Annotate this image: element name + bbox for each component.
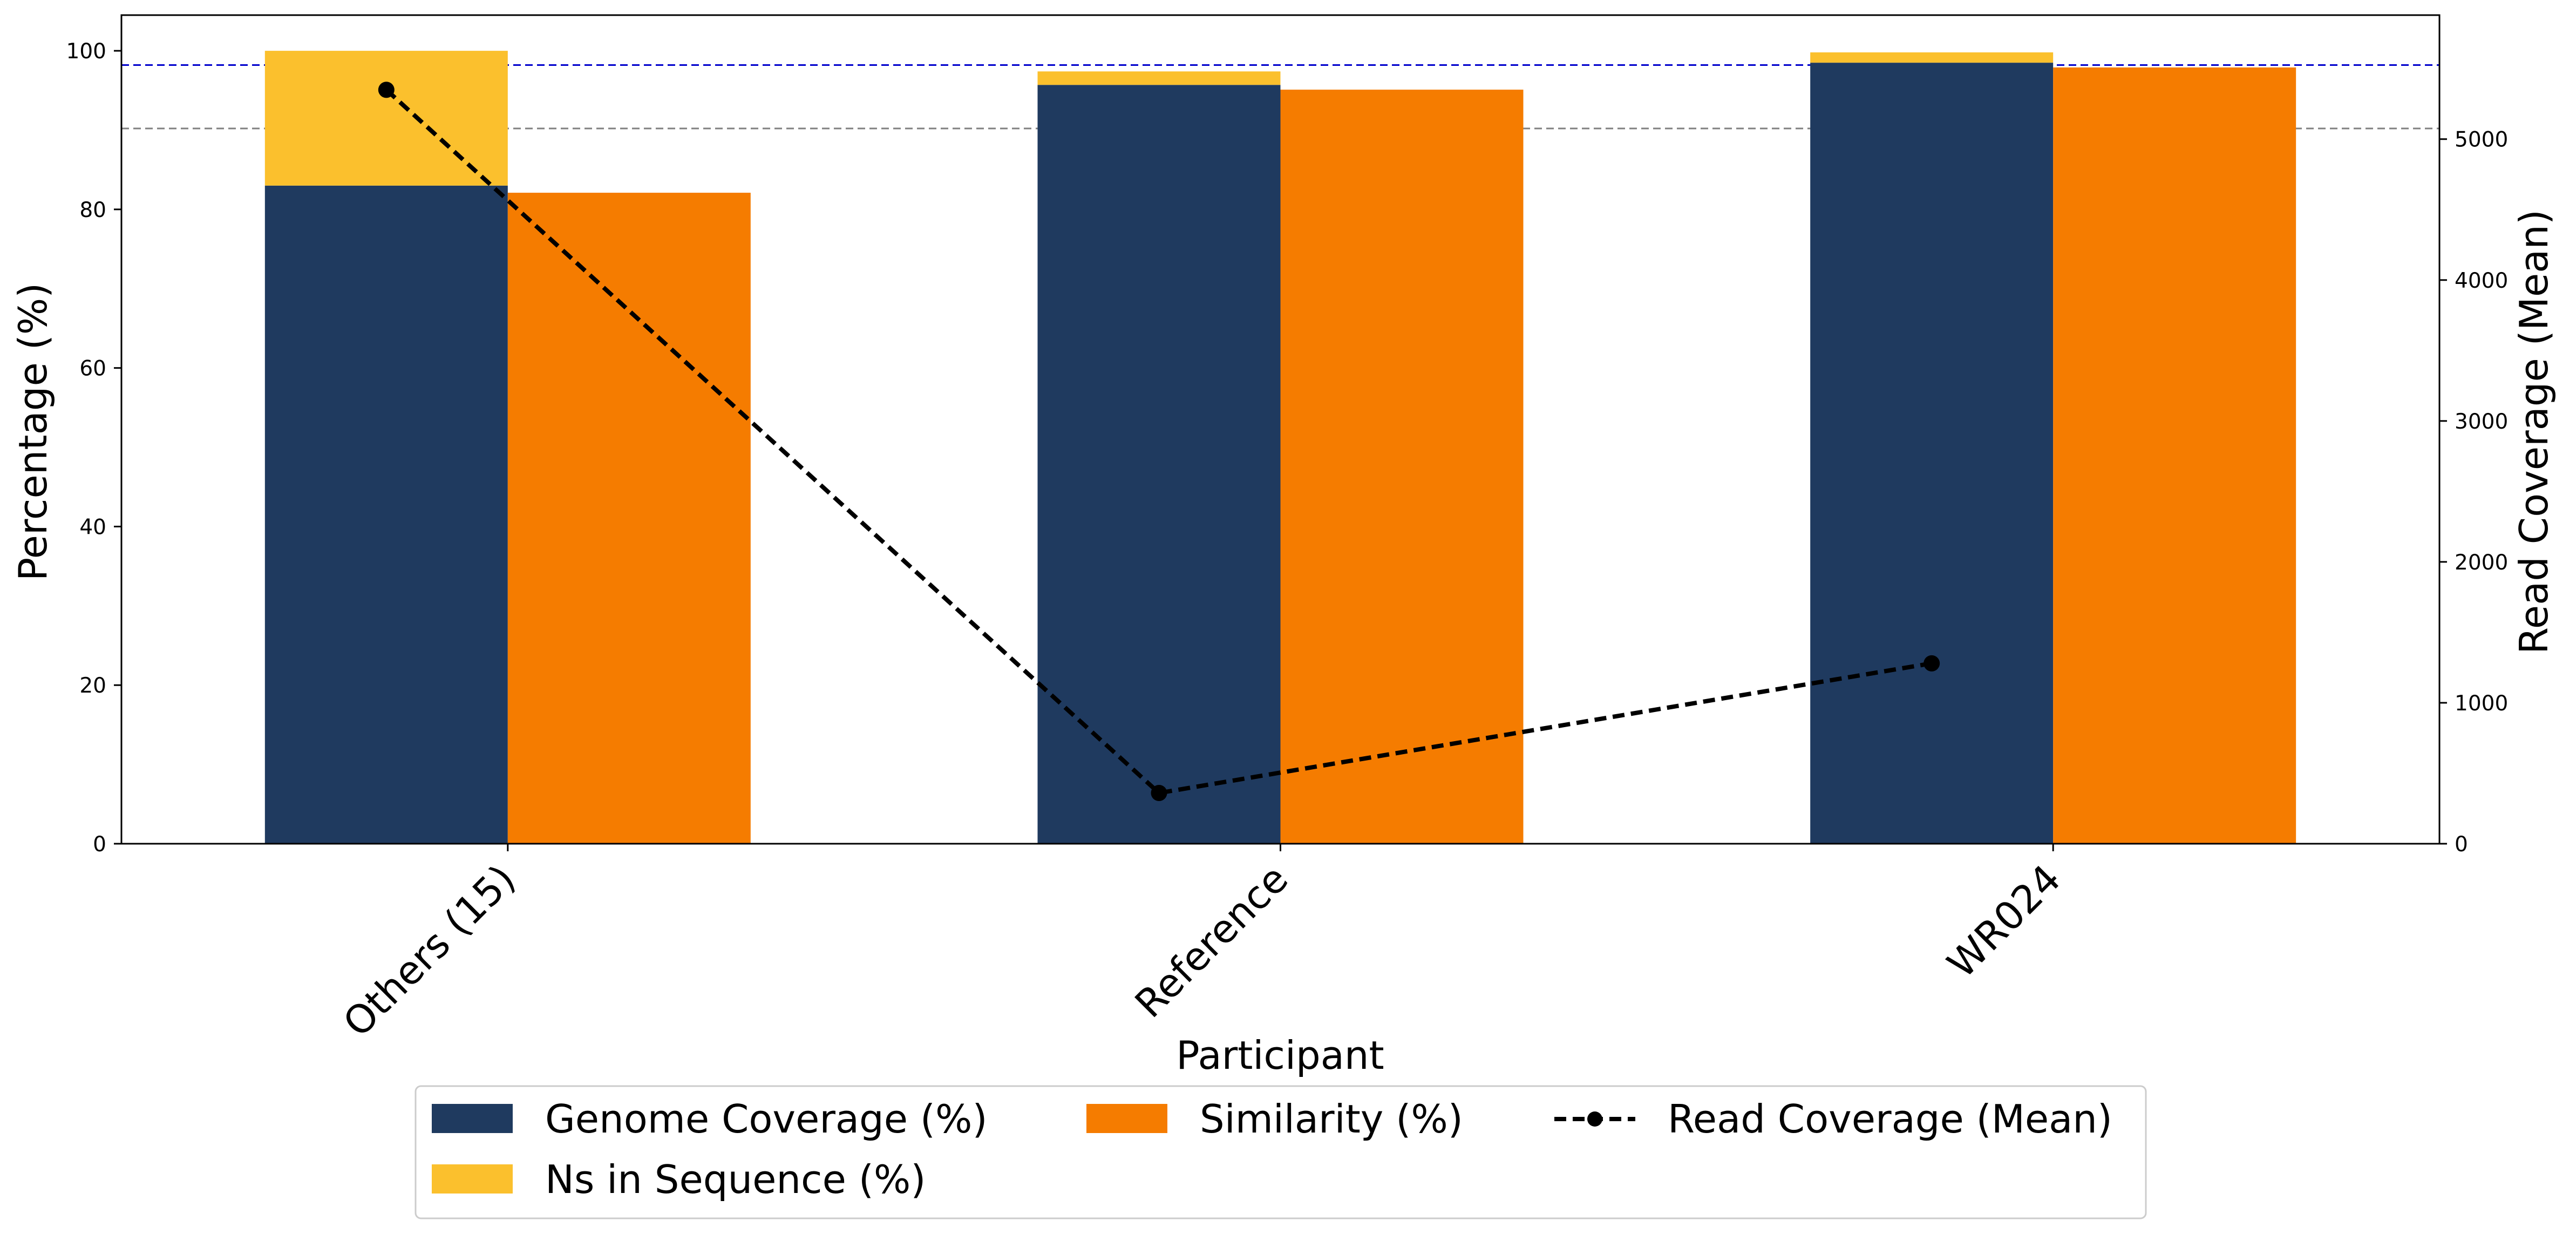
left-axis-ticks: 0 20 40 60 80 100 (66, 39, 121, 857)
point-read-coverage-mean-reference (1151, 785, 1167, 802)
y-tick-label: 60 (79, 357, 106, 381)
y-right-tick-label: 4000 (2455, 269, 2508, 293)
y-tick-label: 0 (93, 832, 106, 857)
legend-label-read-coverage: Read Coverage (Mean) (1668, 1096, 2112, 1142)
point-read-coverage-mean-others-15 (378, 82, 395, 98)
x-axis-title: Participant (1176, 1033, 1384, 1078)
legend-swatch-genome-coverage (432, 1104, 513, 1133)
line-read-coverage-mean (385, 88, 1932, 796)
x-tick-label-wr024: WR024 (1939, 856, 2069, 987)
y-right-tick-label: 1000 (2455, 691, 2508, 716)
legend-marker-read-coverage (1587, 1111, 1602, 1127)
y-right-tick-label: 5000 (2455, 128, 2508, 152)
bar-ns-in-sequence-wr024 (1810, 52, 2054, 63)
y-right-tick-label: 3000 (2455, 410, 2508, 434)
y-axis-right-title: Read Coverage (Mean) (2511, 209, 2557, 654)
bar-similarity-wr024 (2053, 67, 2296, 844)
y-right-tick-label: 0 (2455, 832, 2468, 857)
x-tick-label-others-15: Others (15) (335, 856, 524, 1046)
legend-label-similarity: Similarity (%) (1200, 1096, 1463, 1142)
legend: Genome Coverage (%) Similarity (%) Read … (414, 1085, 2147, 1219)
legend-label-ns-in-sequence: Ns in Sequence (%) (545, 1157, 926, 1202)
y-axis-title: Percentage (%) (10, 283, 56, 581)
bar-genome-coverage-wr024 (1810, 63, 2054, 844)
point-read-coverage-mean-wr024 (1923, 655, 1940, 672)
bar-ns-in-sequence-reference (1037, 71, 1281, 85)
bar-ns-in-sequence-others-15 (264, 51, 508, 186)
bar-genome-coverage-reference (1037, 85, 1281, 844)
legend-swatch-similarity (1086, 1104, 1167, 1133)
bars (264, 51, 2296, 844)
legend-swatch-ns-in-sequence (432, 1164, 513, 1194)
legend-frame (414, 1085, 2147, 1219)
bar-similarity-others-15 (507, 193, 751, 844)
y-right-tick-label: 2000 (2455, 551, 2508, 575)
category-labels: Others (15) Reference WR024 (335, 844, 2069, 1046)
bar-genome-coverage-others-15 (264, 185, 508, 844)
right-axis-ticks: 0 1000 2000 3000 4000 5000 (2439, 128, 2508, 857)
read-coverage-line (378, 82, 1940, 802)
y-tick-label: 20 (79, 674, 106, 698)
y-tick-label: 40 (79, 515, 106, 539)
y-tick-label: 100 (66, 39, 106, 64)
bar-similarity-reference (1280, 90, 1524, 844)
y-tick-label: 80 (79, 198, 106, 222)
x-tick-label-reference: Reference (1126, 856, 1297, 1027)
legend-label-genome-coverage: Genome Coverage (%) (545, 1096, 988, 1142)
